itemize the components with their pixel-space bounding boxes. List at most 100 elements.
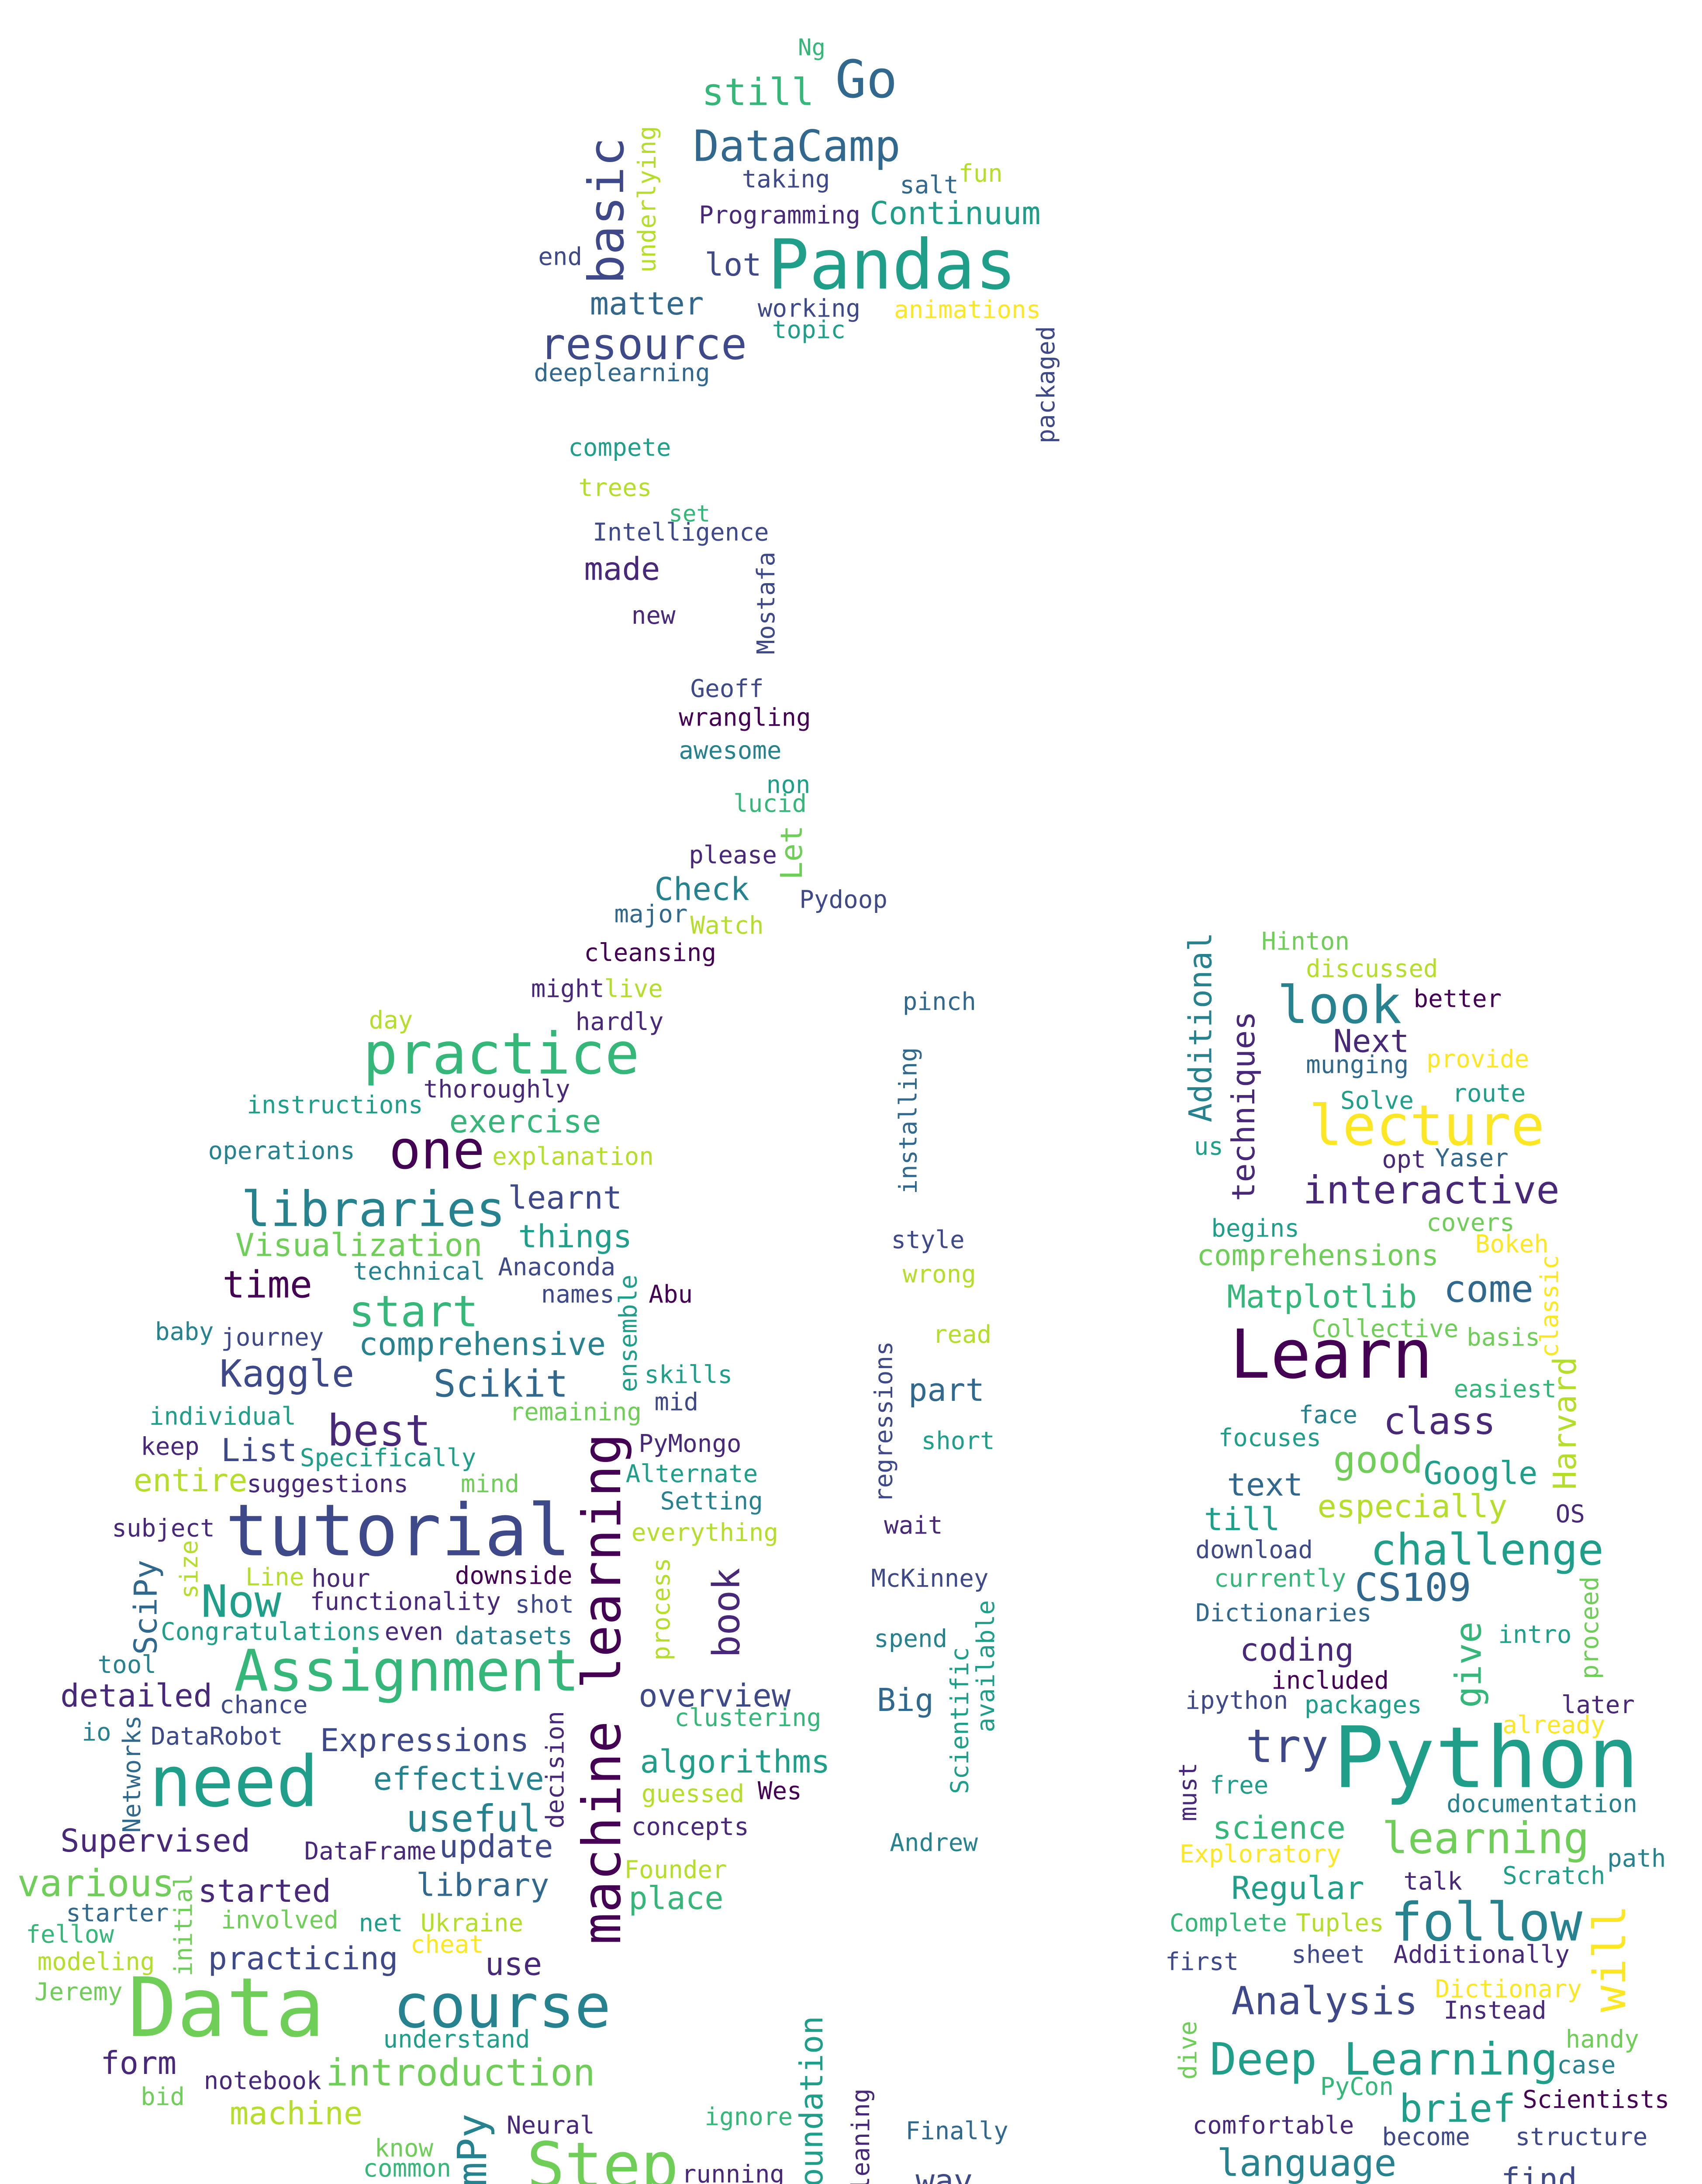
word: Deep Learning	[1210, 2033, 1558, 2085]
word: wrangling	[679, 703, 811, 732]
word: language	[1217, 2142, 1396, 2184]
word: NumPy	[449, 2114, 496, 2184]
word: best	[327, 1406, 431, 1456]
word: pinch	[903, 988, 976, 1016]
word: interactive	[1303, 1168, 1560, 1213]
word: still	[702, 71, 814, 114]
word: DataFrame	[304, 1837, 437, 1866]
word: cheat	[411, 1931, 484, 1959]
word: guessed	[642, 1780, 744, 1808]
word: comprehensive	[359, 1326, 606, 1363]
word: Wes	[758, 1777, 802, 1805]
word: suggestions	[247, 1470, 408, 1498]
word: coding	[1240, 1632, 1354, 1669]
word: Visualization	[235, 1227, 483, 1264]
word: read	[933, 1320, 991, 1349]
word: please	[689, 841, 777, 870]
word: proceed	[1576, 1576, 1604, 1679]
word: skills	[644, 1361, 732, 1389]
word: Kaggle	[220, 1352, 355, 1396]
word: already	[1502, 1711, 1605, 1739]
word: dive	[1174, 2021, 1202, 2080]
word: useful	[406, 1797, 541, 1841]
word: Setting	[660, 1487, 763, 1515]
word: practice	[363, 1020, 639, 1087]
word: Intelligence	[593, 518, 769, 546]
word: basic	[578, 137, 635, 284]
word: mid	[654, 1388, 698, 1417]
word: Watch	[690, 912, 764, 940]
word: Scientists	[1522, 2085, 1669, 2114]
word: everything	[632, 1519, 778, 1547]
word: journey	[221, 1324, 324, 1352]
word: trees	[578, 474, 652, 502]
word: mind	[461, 1470, 519, 1498]
word: PyCon	[1320, 2073, 1394, 2101]
word: start	[349, 1287, 479, 1337]
word: topic	[772, 316, 846, 344]
word: hour	[311, 1565, 370, 1593]
word: course	[393, 1971, 611, 2042]
word: cleaning	[847, 2088, 875, 2184]
word: shot	[515, 1590, 574, 1619]
word: baby	[155, 1318, 214, 1346]
word: ignore	[704, 2103, 793, 2131]
word: sheet	[1291, 1941, 1365, 1969]
word: starter	[66, 1899, 169, 1927]
word: begins	[1211, 1214, 1299, 1243]
word: Scratch	[1502, 1862, 1605, 1890]
word: regressions	[870, 1341, 898, 1503]
word: packages	[1305, 1691, 1422, 1719]
word: Hinton	[1261, 927, 1350, 956]
word: must	[1174, 1762, 1202, 1821]
word: detailed	[60, 1678, 212, 1714]
word: science	[1213, 1810, 1346, 1846]
word: talk	[1404, 1867, 1462, 1896]
word: first	[1165, 1948, 1239, 1976]
word: Bokeh	[1475, 1230, 1549, 1258]
word: keep	[141, 1432, 199, 1461]
word: way	[915, 2163, 973, 2184]
word: provide	[1426, 1045, 1529, 1073]
word: update	[439, 1828, 553, 1865]
word: fellow	[26, 1921, 114, 1949]
word: end	[538, 243, 582, 271]
word: handy	[1566, 2025, 1639, 2053]
word: comfortable	[1193, 2111, 1354, 2140]
word: downside	[455, 1562, 573, 1590]
word: concepts	[632, 1813, 749, 1841]
word: Exploratory	[1180, 1840, 1341, 1869]
word: Abu	[649, 1280, 693, 1309]
word: download	[1195, 1536, 1313, 1564]
word: machine learning	[571, 1433, 633, 1945]
word: Data	[128, 1960, 325, 2056]
word: wait	[884, 1511, 942, 1540]
word: entire	[134, 1462, 248, 1499]
word: individual	[149, 1402, 296, 1431]
word: learning	[1382, 1814, 1589, 1863]
word: bid	[141, 2083, 185, 2111]
word: Line	[245, 1563, 304, 1591]
word: covers	[1426, 1209, 1515, 1237]
word: try	[1246, 1719, 1329, 1773]
word: Solve	[1340, 1087, 1414, 1115]
word: chance	[220, 1691, 308, 1719]
word: names	[541, 1280, 615, 1309]
word: munging	[1306, 1051, 1409, 1079]
word: Scikit	[433, 1362, 568, 1406]
word: DataCamp	[693, 122, 901, 172]
word: Dictionaries	[1195, 1599, 1371, 1628]
word: Programming	[699, 201, 860, 229]
word: deeplearning	[534, 359, 710, 387]
word: understand	[383, 2025, 530, 2053]
word: Matplotlib	[1227, 1279, 1417, 1316]
word: Go	[835, 49, 897, 110]
word: initial	[169, 1873, 198, 1976]
word: time	[222, 1264, 312, 1307]
word: major	[614, 900, 687, 928]
word: structure	[1516, 2123, 1648, 2151]
word: even	[385, 1617, 443, 1646]
word: hardly	[576, 1008, 664, 1036]
